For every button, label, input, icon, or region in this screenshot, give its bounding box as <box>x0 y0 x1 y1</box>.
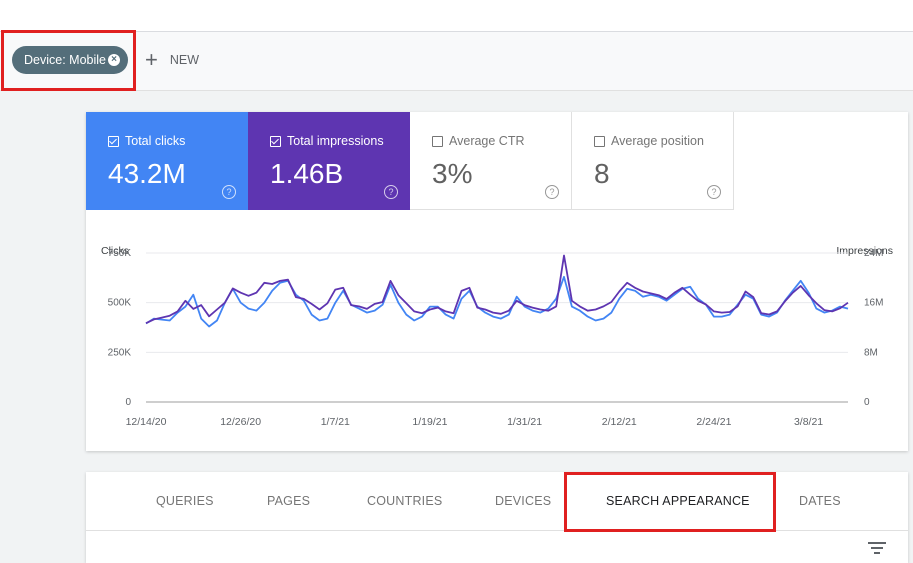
help-icon[interactable]: ? <box>222 185 236 199</box>
left-axis-title: Clicks <box>101 245 129 257</box>
close-icon[interactable]: × <box>108 54 120 66</box>
tab-highlight-box <box>564 472 776 532</box>
right-axis-tick-label: 8M <box>864 347 878 358</box>
right-axis-tick-label: 0 <box>864 397 870 408</box>
performance-card: Total clicks 43.2M ? Total impressions 1… <box>86 112 908 451</box>
checkbox-unchecked-icon[interactable] <box>594 135 605 147</box>
new-filter-label: NEW <box>169 53 200 67</box>
chip-highlight-box <box>1 30 136 91</box>
metric-label-text: Total clicks <box>125 134 186 148</box>
x-axis-tick-label: 1/31/21 <box>507 416 542 428</box>
checkbox-checked-icon[interactable] <box>270 135 281 147</box>
performance-chart: Clicks Impressions 750K 500K 250K 0 24M 16M 8… <box>101 245 893 428</box>
metric-label-text: Total impressions <box>287 134 384 148</box>
metric-value: 1.46B <box>270 158 344 189</box>
x-axis-tick-label: 1/7/21 <box>321 416 350 428</box>
left-axis-tick-label: 500K <box>108 298 132 309</box>
help-icon[interactable]: ? <box>384 185 398 199</box>
right-axis-title: Impressions <box>836 245 893 257</box>
checkbox-checked-icon[interactable] <box>108 135 119 147</box>
tab-search-appearance[interactable]: SEARCH APPEARANCE <box>606 494 750 508</box>
filter-rows-icon[interactable] <box>868 542 886 556</box>
right-axis-tick-label: 24M <box>864 248 883 259</box>
dimension-tabs: QUERIES PAGES COUNTRIES DEVICES SEARCH A… <box>86 472 908 531</box>
new-filter-button[interactable]: + NEW <box>145 47 200 72</box>
left-axis-tick-label: 750K <box>108 248 132 259</box>
metric-total-impressions[interactable]: Total impressions 1.46B ? <box>248 112 410 210</box>
x-axis-tick-label: 12/26/20 <box>220 416 261 428</box>
metric-value: 8 <box>594 158 610 189</box>
tab-queries[interactable]: QUERIES <box>156 494 214 508</box>
tab-dates[interactable]: DATES <box>799 494 841 508</box>
metric-label-text: Average CTR <box>449 134 525 148</box>
checkbox-unchecked-icon[interactable] <box>432 135 443 147</box>
tab-pages[interactable]: PAGES <box>267 494 311 508</box>
device-filter-chip[interactable]: Device: Mobile × <box>12 46 128 74</box>
metric-label-text: Average position <box>611 134 704 148</box>
help-icon[interactable]: ? <box>707 185 721 199</box>
metric-label: Total impressions <box>270 134 384 148</box>
x-axis-tick-label: 1/19/21 <box>412 416 447 428</box>
metric-label: Average CTR <box>432 134 525 148</box>
x-axis-tick-label: 2/24/21 <box>696 416 731 428</box>
x-axis-tick-label: 2/12/21 <box>602 416 637 428</box>
device-filter-chip-label: Device: Mobile <box>24 53 106 67</box>
x-axis-tick-label: 3/8/21 <box>794 416 823 428</box>
left-axis-tick-label: 0 <box>125 397 131 408</box>
metric-label: Average position <box>594 134 704 148</box>
filter-bar: Device: Mobile × + NEW <box>0 32 913 91</box>
metric-label: Total clicks <box>108 134 185 148</box>
metric-average-position[interactable]: Average position 8 ? <box>572 112 734 210</box>
left-axis-tick-label: 250K <box>108 347 132 358</box>
help-icon[interactable]: ? <box>545 185 559 199</box>
metric-average-ctr[interactable]: Average CTR 3% ? <box>410 112 572 210</box>
right-axis-tick-label: 16M <box>864 298 883 309</box>
top-app-bar <box>0 0 913 32</box>
metric-value: 3% <box>432 158 473 189</box>
metric-value: 43.2M <box>108 158 186 189</box>
metric-total-clicks[interactable]: Total clicks 43.2M ? <box>86 112 248 210</box>
clicks-series-line <box>145 275 849 328</box>
tab-countries[interactable]: COUNTRIES <box>367 494 443 508</box>
impressions-series-line <box>145 254 849 325</box>
tab-devices[interactable]: DEVICES <box>495 494 552 508</box>
plus-icon: + <box>145 47 158 72</box>
x-axis-tick-label: 12/14/20 <box>126 416 167 428</box>
dimension-tabs-card: QUERIES PAGES COUNTRIES DEVICES SEARCH A… <box>86 472 908 563</box>
